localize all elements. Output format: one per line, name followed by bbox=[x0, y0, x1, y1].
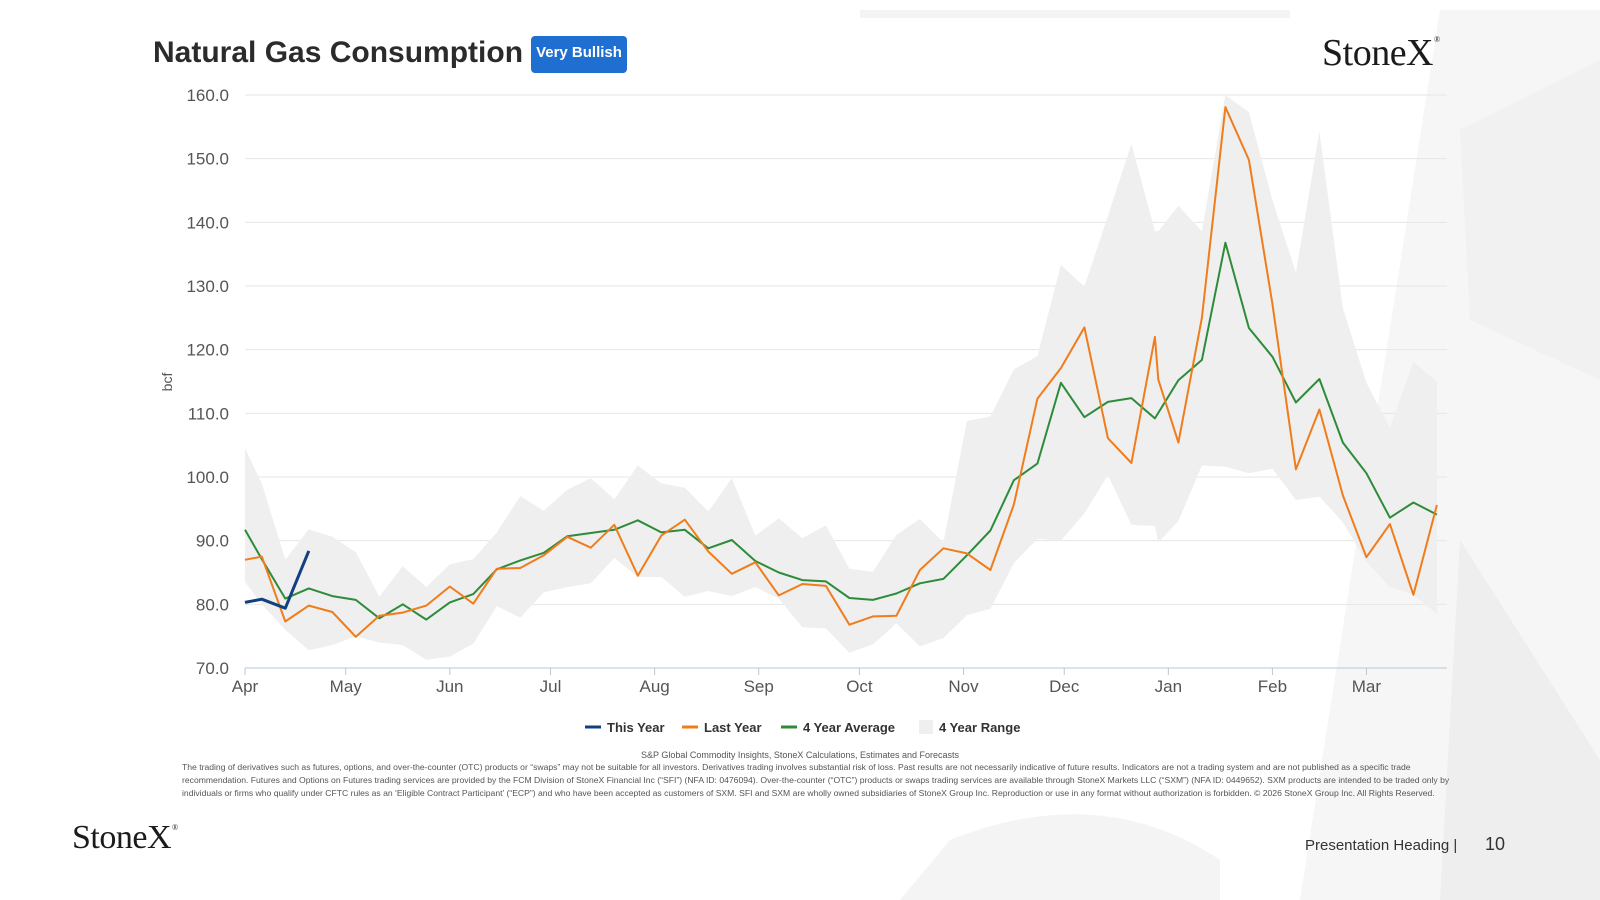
logo-text: StoneX bbox=[72, 819, 172, 856]
y-tick-label: 160.0 bbox=[186, 86, 229, 105]
x-tick-label: Oct bbox=[846, 677, 873, 696]
x-tick-label: Dec bbox=[1049, 677, 1080, 696]
series-last-year bbox=[244, 106, 1438, 638]
series-lines bbox=[244, 106, 1438, 638]
logo-mark: ® bbox=[1434, 35, 1440, 44]
legend-4-year-range[interactable]: 4 Year Range bbox=[919, 720, 1020, 735]
legend-swatch bbox=[919, 720, 933, 734]
x-tick-label: Apr bbox=[232, 677, 259, 696]
logo-text: StoneX bbox=[1322, 32, 1434, 74]
y-tick-label: 90.0 bbox=[196, 532, 229, 551]
y-tick-label: 120.0 bbox=[186, 341, 229, 360]
presentation-heading: Presentation Heading | bbox=[1305, 837, 1458, 854]
legend-label: 4 Year Range bbox=[939, 720, 1020, 735]
logo-mark: ® bbox=[172, 823, 178, 832]
y-tick-label: 80.0 bbox=[196, 595, 229, 614]
y-tick-label: 100.0 bbox=[186, 468, 229, 487]
series-this-year bbox=[244, 550, 311, 610]
chart-legend: This Year Last Year 4 Year Average 4 Year R… bbox=[585, 720, 1020, 735]
x-tick-label: Sep bbox=[744, 677, 774, 696]
y-tick-label: 70.0 bbox=[196, 659, 229, 678]
series-4-year-average bbox=[244, 241, 1438, 621]
stonex-logo-top: StoneX® bbox=[1322, 31, 1440, 75]
page-title: Natural Gas Consumption bbox=[153, 36, 524, 69]
y-tick-label: 140.0 bbox=[186, 213, 229, 232]
legend-4-year-average[interactable]: 4 Year Average bbox=[781, 720, 895, 735]
y-tick-label: 110.0 bbox=[188, 404, 229, 423]
y-tick-labels: 70.0 80.0 90.0 100.0 110.0 120.0 130.0 140.0 150… bbox=[186, 86, 229, 678]
chart-source: S&P Global Commodity Insights, StoneX Ca… bbox=[641, 750, 959, 760]
disclaimer-text: The trading of derivatives such as futur… bbox=[182, 762, 1450, 798]
x-tick-label: Jul bbox=[540, 677, 562, 696]
legend-this-year[interactable]: This Year bbox=[585, 720, 665, 735]
x-tick-label: Mar bbox=[1352, 677, 1382, 696]
y-tick-label: 130.0 bbox=[186, 277, 229, 296]
range-area bbox=[245, 95, 1437, 660]
x-tick-label: Feb bbox=[1258, 677, 1287, 696]
stonex-logo-bottom: StoneX® bbox=[72, 819, 178, 857]
consumption-chart: Apr May Jun Jul Aug Sep Oct Nov Dec Jan Feb Mar 70.… bbox=[159, 86, 1447, 735]
y-axis-label: bcf bbox=[159, 373, 175, 392]
x-tick-label: Jun bbox=[436, 677, 463, 696]
x-tick-labels: Apr May Jun Jul Aug Sep Oct Nov Dec Jan Feb Mar bbox=[232, 668, 1382, 696]
x-tick-label: Aug bbox=[639, 677, 669, 696]
y-tick-label: 150.0 bbox=[186, 150, 229, 169]
legend-last-year[interactable]: Last Year bbox=[682, 720, 762, 735]
legend-label: 4 Year Average bbox=[803, 720, 895, 735]
legend-label: This Year bbox=[607, 720, 665, 735]
x-tick-label: May bbox=[330, 677, 363, 696]
x-tick-label: Jan bbox=[1155, 677, 1182, 696]
page-number: 10 bbox=[1485, 834, 1506, 854]
legend-label: Last Year bbox=[704, 720, 762, 735]
sentiment-badge: Very Bullish bbox=[531, 36, 627, 73]
x-tick-label: Nov bbox=[948, 677, 979, 696]
